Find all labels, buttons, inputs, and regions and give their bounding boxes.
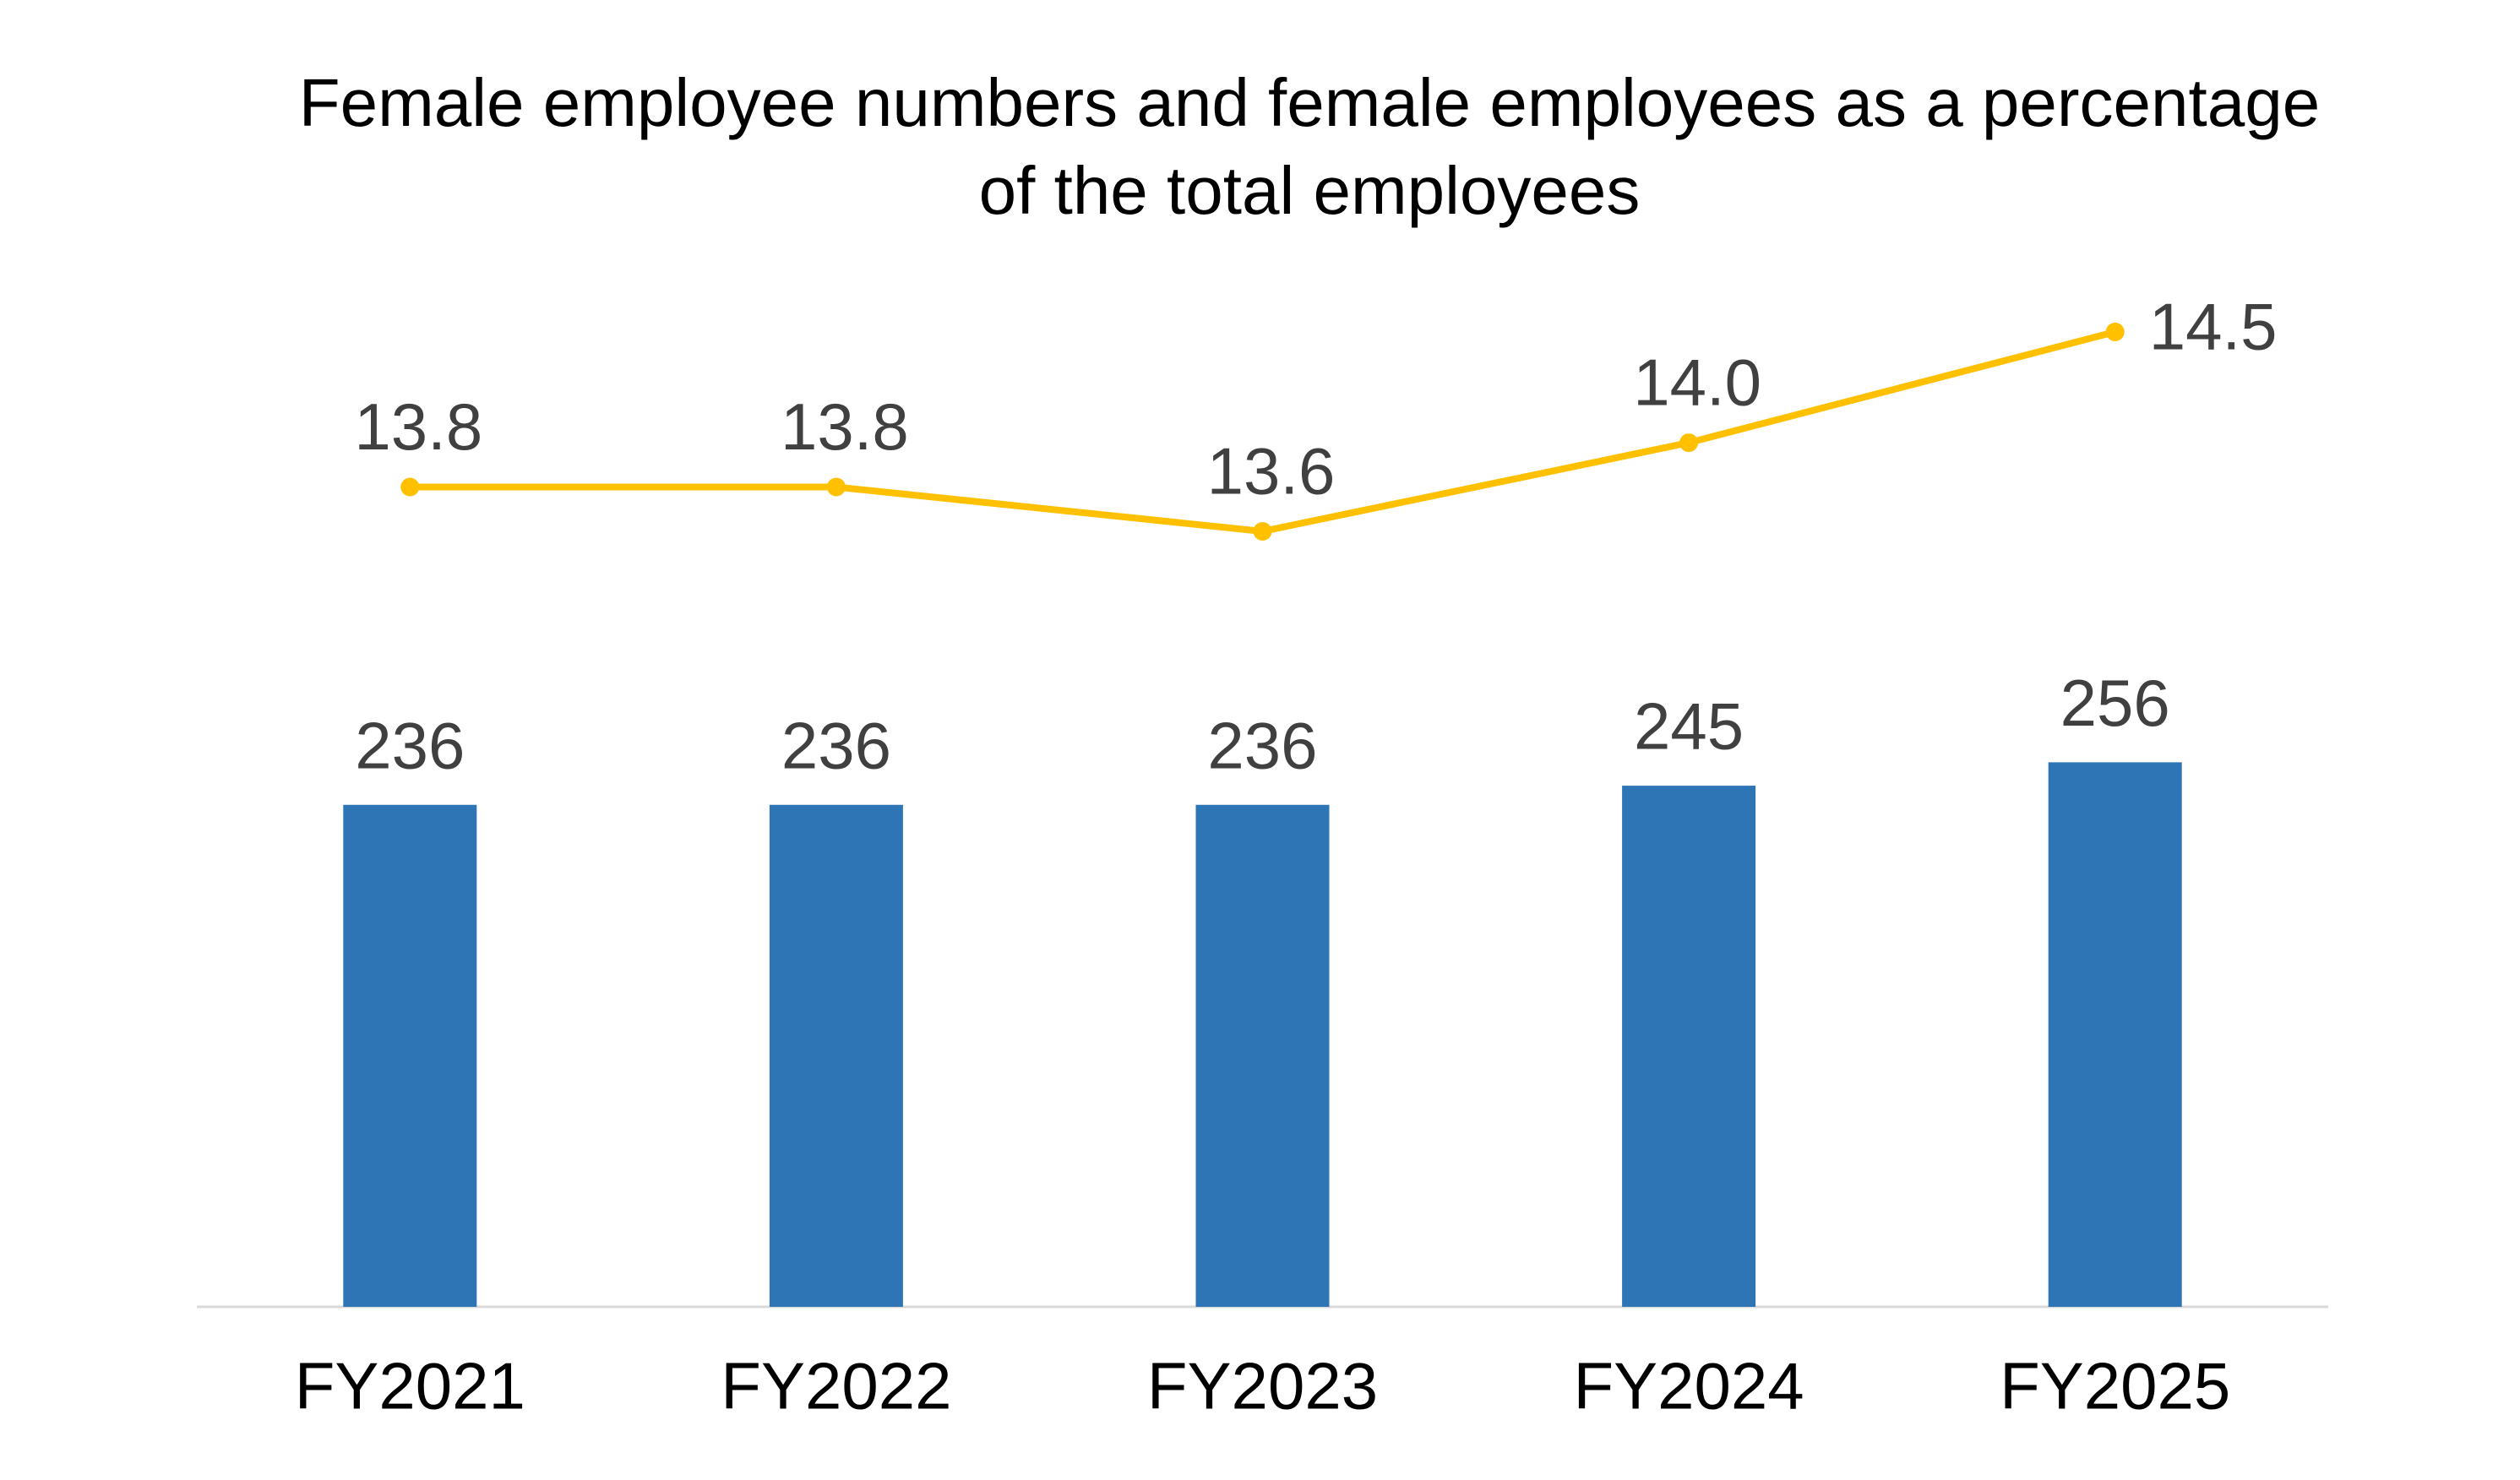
bar-value-label: 236 bbox=[1207, 708, 1317, 782]
line-marker bbox=[1253, 521, 1272, 541]
line-value-label: 13.6 bbox=[1207, 434, 1336, 509]
bar-value-label: 245 bbox=[1634, 689, 1744, 764]
line-value-label: 14.0 bbox=[1633, 346, 1761, 420]
bar-value-label: 256 bbox=[2060, 666, 2170, 740]
bar bbox=[1195, 804, 1330, 1307]
line-marker bbox=[1679, 433, 1699, 453]
chart-title: Female employee numbers and female emplo… bbox=[298, 65, 2321, 228]
bar bbox=[343, 804, 477, 1307]
line-marker bbox=[826, 477, 846, 497]
line-value-label: 13.8 bbox=[781, 389, 909, 464]
bar-value-label: 236 bbox=[781, 708, 891, 782]
bar bbox=[2048, 762, 2182, 1307]
x-tick-label: FY2024 bbox=[1573, 1349, 1804, 1423]
line-marker bbox=[400, 477, 420, 497]
x-tick-label: FY2022 bbox=[721, 1349, 951, 1423]
line-value-label: 14.5 bbox=[2149, 290, 2278, 364]
line-marker bbox=[2105, 322, 2125, 341]
bar-value-label: 236 bbox=[355, 708, 465, 782]
bar bbox=[1622, 786, 1756, 1307]
x-tick-label: FY2021 bbox=[295, 1349, 525, 1423]
bar bbox=[769, 804, 903, 1307]
line-value-label: 13.8 bbox=[354, 389, 482, 464]
x-tick-label: FY2023 bbox=[1147, 1349, 1378, 1423]
x-tick-label: FY2025 bbox=[2000, 1349, 2230, 1423]
